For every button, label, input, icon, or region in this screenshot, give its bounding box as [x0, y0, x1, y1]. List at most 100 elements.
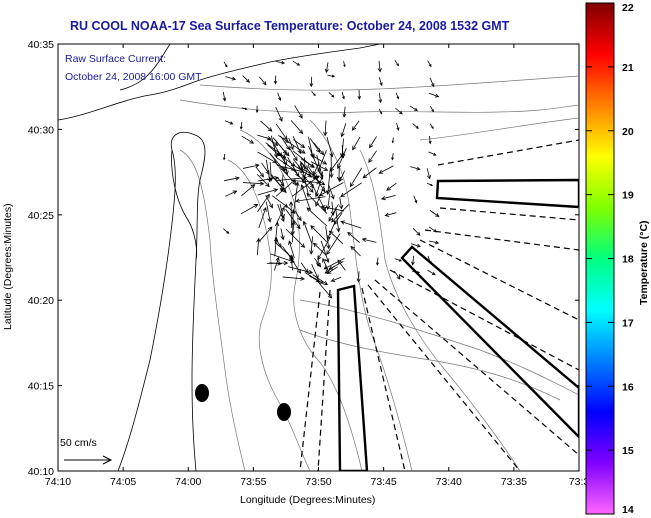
current-vector [347, 231, 360, 243]
current-vector [242, 75, 250, 83]
current-vector [356, 271, 361, 283]
current-vector [395, 107, 403, 115]
current-vector [329, 154, 334, 179]
current-vector [349, 167, 363, 188]
current-vector [429, 210, 440, 218]
current-vector [326, 137, 334, 158]
current-vector [428, 151, 437, 156]
current-vector [336, 167, 342, 182]
current-vector [223, 228, 230, 234]
current-vector [314, 174, 324, 198]
current-vector [380, 194, 396, 201]
current-vector [223, 153, 226, 161]
current-vector [310, 154, 328, 165]
current-vector [309, 236, 314, 255]
current-vector [277, 203, 285, 223]
current-vector [357, 90, 362, 100]
colorbar-tick-label: 14 [622, 504, 634, 516]
colorbar-tick-label: 17 [622, 317, 634, 329]
isobath-line [239, 129, 363, 471]
current-vector [239, 121, 243, 130]
current-vector [294, 210, 302, 222]
current-vector [280, 228, 285, 241]
current-vector [330, 276, 342, 282]
zone-polygon-channel [336, 284, 369, 471]
overlay-current-date: October 24, 2008 16:00 GMT [65, 71, 202, 83]
current-vector [412, 227, 421, 236]
current-vector [335, 207, 341, 233]
current-vector [257, 193, 270, 213]
current-vector [277, 177, 285, 187]
current-vector [260, 120, 273, 132]
current-vector [394, 60, 399, 67]
current-vector [288, 266, 314, 275]
surface-current-vectors [222, 60, 440, 299]
colorbar-tick-label: 16 [622, 381, 634, 393]
current-vector [368, 150, 377, 164]
current-vector [240, 203, 259, 215]
current-vector [327, 74, 336, 78]
current-vector [352, 136, 361, 151]
zone-boundary-dashed [367, 284, 521, 471]
x-tick-label: 73:45 [370, 476, 396, 488]
current-vector [242, 181, 265, 186]
x-axis-label: Longitude (Degrees:Minutes) [240, 494, 375, 506]
current-vector [255, 166, 265, 178]
current-vector [259, 226, 273, 242]
zone-boundary-dashed [437, 139, 579, 166]
y-tick-label: 40:30 [28, 124, 54, 136]
current-vector [340, 182, 362, 198]
colorbar-tick-label: 18 [622, 254, 634, 266]
current-vector [337, 259, 346, 271]
current-vector [339, 170, 345, 183]
current-vector [278, 134, 290, 143]
x-tick-label: 74:00 [175, 476, 201, 488]
current-vector [295, 196, 326, 203]
current-vector [294, 105, 303, 119]
current-vector [306, 207, 328, 227]
current-vector [265, 195, 273, 209]
y-axis-ticks: 40:35 40:30 40:25 40:20 40:15 40:10 [28, 39, 579, 478]
scale-arrow-head [102, 455, 113, 465]
current-vector [429, 123, 434, 130]
current-vector [377, 60, 382, 73]
current-vector [285, 204, 296, 214]
current-vector [413, 195, 418, 204]
current-vector [325, 193, 331, 211]
current-vector [307, 173, 326, 186]
current-vector [300, 158, 315, 168]
current-vector [288, 201, 294, 228]
x-tick-label: 73:3 [569, 476, 590, 488]
current-vector [426, 182, 434, 187]
x-tick-label: 73:50 [305, 476, 331, 488]
current-vector [293, 158, 303, 171]
current-vector [241, 107, 248, 110]
colorbar-label: Temperature (°C) [638, 220, 650, 305]
coastline-bay [119, 44, 171, 91]
colorbar-tick-label: 19 [622, 190, 634, 202]
current-vector [337, 148, 347, 170]
current-vector [274, 221, 280, 244]
current-vector [256, 237, 261, 256]
y-tick-label: 40:35 [28, 39, 54, 51]
current-vector [310, 225, 328, 243]
colorbar-tick-label: 21 [622, 62, 634, 74]
current-vector [412, 123, 419, 129]
current-vector [224, 120, 234, 125]
current-vector [386, 182, 397, 191]
current-vector [369, 136, 377, 149]
current-vector [326, 266, 338, 274]
coastline [58, 44, 381, 471]
current-vector [257, 151, 278, 164]
current-vector [312, 274, 329, 286]
current-vector [410, 166, 421, 171]
current-vector [313, 242, 327, 257]
current-vector [282, 246, 294, 262]
current-vector [273, 75, 278, 85]
current-vector [287, 156, 300, 178]
y-tick-label: 40:20 [28, 295, 54, 307]
current-vector [304, 272, 324, 284]
colorbar-tick-label: 22 [622, 2, 634, 14]
current-vector [428, 240, 440, 245]
